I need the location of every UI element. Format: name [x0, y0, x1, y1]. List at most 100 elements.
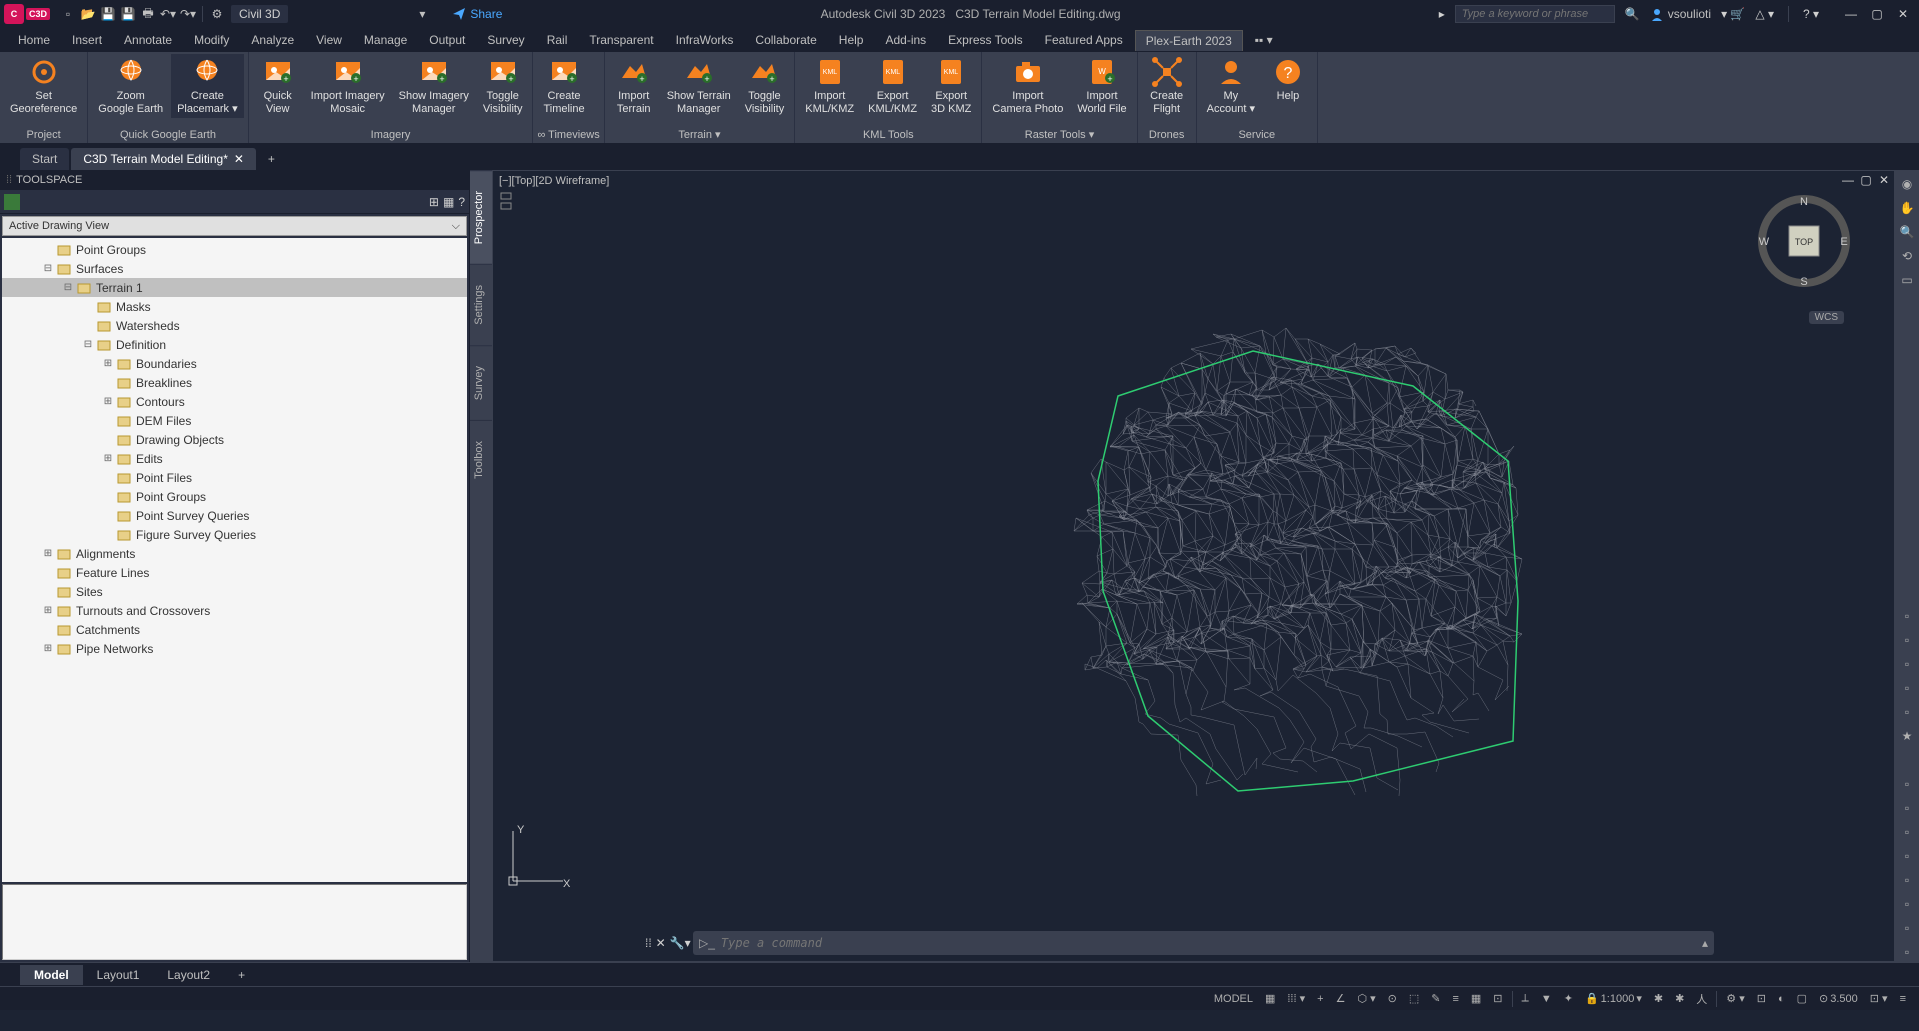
tree-figure-survey-queries[interactable]: Figure Survey Queries	[2, 525, 467, 544]
ribbon-toggle-visibility[interactable]: +Toggle Visibility	[477, 54, 529, 118]
tree-feature-lines[interactable]: Feature Lines	[2, 563, 467, 582]
nav-tool6-icon[interactable]: ★	[1897, 726, 1917, 746]
menu-home[interactable]: Home	[8, 30, 60, 50]
menu-featured-apps[interactable]: Featured Apps	[1035, 30, 1133, 50]
status-mon-icon[interactable]: ⊡	[1752, 990, 1771, 1007]
ribbon-zoom-google-earth[interactable]: Zoom Google Earth	[92, 54, 169, 118]
layout-tab-layout1[interactable]: Layout1	[83, 965, 154, 985]
nav-tool14-icon[interactable]: ▫	[1897, 942, 1917, 962]
nav-tool1-icon[interactable]: ▫	[1897, 606, 1917, 626]
ribbon-show-terrain-manager[interactable]: +Show Terrain Manager	[661, 54, 737, 118]
close-icon[interactable]: ✕	[234, 152, 244, 166]
tree-boundaries[interactable]: ⊞Boundaries	[2, 354, 467, 373]
toolspace-opt2-icon[interactable]: ▦	[443, 195, 454, 209]
menu-analyze[interactable]: Analyze	[241, 30, 304, 50]
nav-tool13-icon[interactable]: ▫	[1897, 918, 1917, 938]
nav-tool2-icon[interactable]: ▫	[1897, 630, 1917, 650]
status-gizmo-icon[interactable]: ✦	[1559, 990, 1578, 1007]
ribbon-help[interactable]: ?Help	[1263, 54, 1313, 105]
search-icon[interactable]: 🔍	[1625, 7, 1640, 21]
menu-transparent[interactable]: Transparent	[579, 30, 663, 50]
nav-wheel-icon[interactable]: ◉	[1897, 174, 1917, 194]
status-model[interactable]: MODEL	[1209, 991, 1258, 1007]
tree-masks[interactable]: Masks	[2, 297, 467, 316]
tree-breaklines[interactable]: Breaklines	[2, 373, 467, 392]
toolspace-view-dropdown[interactable]: Active Drawing View⌵	[2, 216, 467, 236]
status-polar-icon[interactable]: ∠	[1331, 990, 1351, 1007]
status-lw-icon[interactable]: ≡	[1447, 991, 1463, 1007]
minimize-icon[interactable]: —	[1839, 7, 1863, 21]
layout-tab-model[interactable]: Model	[20, 965, 83, 985]
menu-annotate[interactable]: Annotate	[114, 30, 182, 50]
ribbon-import-kml-kmz[interactable]: KMLImport KML/KMZ	[799, 54, 860, 118]
save-icon[interactable]: 💾	[98, 4, 118, 24]
tree-alignments[interactable]: ⊞Alignments	[2, 544, 467, 563]
status-anno3-icon[interactable]: 人	[1691, 989, 1712, 1009]
status-dyn-icon[interactable]: ✎	[1426, 990, 1445, 1007]
app-logo[interactable]: C	[4, 4, 24, 24]
open-icon[interactable]: 📂	[78, 4, 98, 24]
tree-surfaces[interactable]: ⊟Surfaces	[2, 259, 467, 278]
tree-point-groups[interactable]: Point Groups	[2, 487, 467, 506]
ribbon-quick-view[interactable]: +Quick View	[253, 54, 303, 118]
tree-point-files[interactable]: Point Files	[2, 468, 467, 487]
workspace-selector[interactable]: Civil 3D	[231, 5, 288, 23]
status-filter-icon[interactable]: ▼	[1536, 991, 1557, 1007]
status-anno2-icon[interactable]: ✱	[1670, 990, 1689, 1007]
ribbon-import-world-file[interactable]: W+Import World File	[1071, 54, 1132, 118]
menu-infraworks[interactable]: InfraWorks	[666, 30, 744, 50]
ribbon-import-imagery-mosaic[interactable]: +Import Imagery Mosaic	[305, 54, 391, 118]
status-clean-icon[interactable]: ▢	[1792, 990, 1812, 1007]
menu-add-ins[interactable]: Add-ins	[875, 30, 936, 50]
status-3dosnap-icon[interactable]: ⬚	[1404, 990, 1424, 1007]
menu-output[interactable]: Output	[419, 30, 475, 50]
status-anno-icon[interactable]: ✱	[1649, 990, 1668, 1007]
status-iso-icon[interactable]: ⬡ ▾	[1352, 990, 1380, 1007]
ribbon-create-flight[interactable]: Create Flight	[1142, 54, 1192, 118]
ribbon-set-georeference[interactable]: Set Georeference	[4, 54, 83, 118]
status-grid-icon[interactable]: ▦	[1260, 990, 1280, 1007]
doctab-c3d-terrain-model-editing-[interactable]: C3D Terrain Model Editing*✕	[71, 148, 256, 170]
nav-tool7-icon[interactable]: ▫	[1897, 774, 1917, 794]
drawing-viewport[interactable]: [−][Top][2D Wireframe] — ▢ ✕ TOP	[492, 170, 1895, 962]
ribbon-export-3d-kmz[interactable]: KMLExport 3D KMZ	[925, 54, 977, 118]
redo-icon[interactable]: ↷▾	[178, 4, 198, 24]
sidetab-settings[interactable]: Settings	[470, 264, 492, 345]
menu-rail[interactable]: Rail	[537, 30, 578, 50]
menu-modify[interactable]: Modify	[184, 30, 239, 50]
sidetab-survey[interactable]: Survey	[470, 345, 492, 420]
user-account[interactable]: vsoulioti	[1650, 7, 1711, 21]
tree-point-groups[interactable]: Point Groups	[2, 240, 467, 259]
search-arrow-icon[interactable]: ▸	[1439, 7, 1445, 21]
status-custom-icon[interactable]: ⊡ ▾	[1865, 990, 1893, 1007]
status-scale[interactable]: 🔒 1:1000 ▾	[1580, 990, 1647, 1007]
close-icon[interactable]: ✕	[1891, 7, 1915, 21]
command-line[interactable]: ⁞⁞ ✕ 🔧▾ ▷_ ▴	[693, 931, 1714, 955]
doctab-start[interactable]: Start	[20, 148, 69, 170]
tree-turnouts-and-crossovers[interactable]: ⊞Turnouts and Crossovers	[2, 601, 467, 620]
status-hw-icon[interactable]: ◐	[1773, 991, 1790, 1007]
nav-pan-icon[interactable]: ✋	[1897, 198, 1917, 218]
nav-tool5-icon[interactable]: ▫	[1897, 702, 1917, 722]
gear-icon[interactable]: ⚙	[207, 4, 227, 24]
nav-tool9-icon[interactable]: ▫	[1897, 822, 1917, 842]
tree-dem-files[interactable]: DEM Files	[2, 411, 467, 430]
status-units-icon[interactable]: ⟂	[1517, 990, 1534, 1007]
status-snap-icon[interactable]: ⁞⁞⁞ ▾	[1282, 990, 1310, 1007]
toolspace-help-icon[interactable]: ?	[458, 195, 465, 209]
nav-tool10-icon[interactable]: ▫	[1897, 846, 1917, 866]
tree-terrain-1[interactable]: ⊟Terrain 1	[2, 278, 467, 297]
search-input[interactable]	[1455, 5, 1615, 23]
prospector-tree[interactable]: Point Groups⊟Surfaces⊟Terrain 1MasksWate…	[2, 238, 467, 882]
new-icon[interactable]: ▫	[58, 4, 78, 24]
nav-tool12-icon[interactable]: ▫	[1897, 894, 1917, 914]
share-button[interactable]: Share	[452, 7, 502, 21]
menu-survey[interactable]: Survey	[477, 30, 534, 50]
layout-tab-layout2[interactable]: Layout2	[153, 965, 224, 985]
ribbon-import-camera-photo[interactable]: Import Camera Photo	[986, 54, 1069, 118]
cmd-opts-icon[interactable]: ⁞⁞	[645, 936, 652, 950]
viewcube[interactable]: TOP N S E W	[1754, 191, 1854, 291]
menu-express-tools[interactable]: Express Tools	[938, 30, 1032, 50]
cmd-close-icon[interactable]: ✕	[656, 936, 666, 950]
nav-tool11-icon[interactable]: ▫	[1897, 870, 1917, 890]
